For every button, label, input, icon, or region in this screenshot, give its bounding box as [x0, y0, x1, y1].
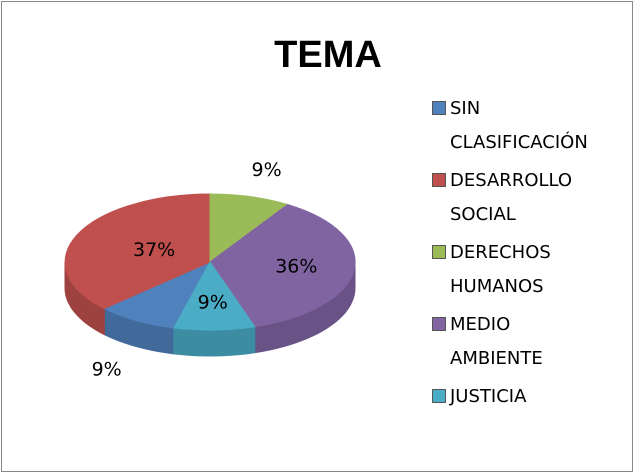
legend-swatch — [432, 317, 446, 331]
slice — [209, 193, 289, 263]
legend-label: DERECHOS HUMANOS — [450, 242, 551, 297]
slice — [103, 260, 212, 329]
chart-title: TEMA — [274, 34, 382, 76]
slice — [173, 261, 256, 331]
legend-swatch — [432, 173, 446, 187]
legend-entry: MEDIO AMBIENTE — [432, 308, 632, 376]
data-label: 37% — [133, 239, 175, 261]
slice — [209, 204, 356, 328]
legend: SIN CLASIFICACIÓN DESARROLLO SOCIAL DERECH… — [432, 92, 632, 418]
legend-label: SIN CLASIFICACIÓN — [450, 98, 588, 153]
data-label: 36% — [275, 256, 317, 278]
legend-swatch — [432, 245, 446, 259]
slice-side — [173, 326, 256, 357]
legend-swatch — [432, 389, 446, 403]
legend-label: DESARROLLO SOCIAL — [450, 170, 573, 225]
slice — [64, 193, 211, 310]
data-label: 9% — [92, 358, 122, 380]
legend-label: MEDIO AMBIENTE — [450, 314, 543, 369]
legend-entry: JUSTICIA — [432, 380, 632, 414]
data-label: 9% — [198, 291, 228, 313]
data-label: 9% — [252, 159, 282, 181]
legend-entry: DESARROLLO SOCIAL — [432, 164, 632, 232]
legend-label: JUSTICIA — [450, 386, 527, 407]
legend-entry: DERECHOS HUMANOS — [432, 236, 632, 304]
legend-swatch — [432, 101, 446, 115]
legend-entry: SIN CLASIFICACIÓN — [432, 92, 632, 160]
